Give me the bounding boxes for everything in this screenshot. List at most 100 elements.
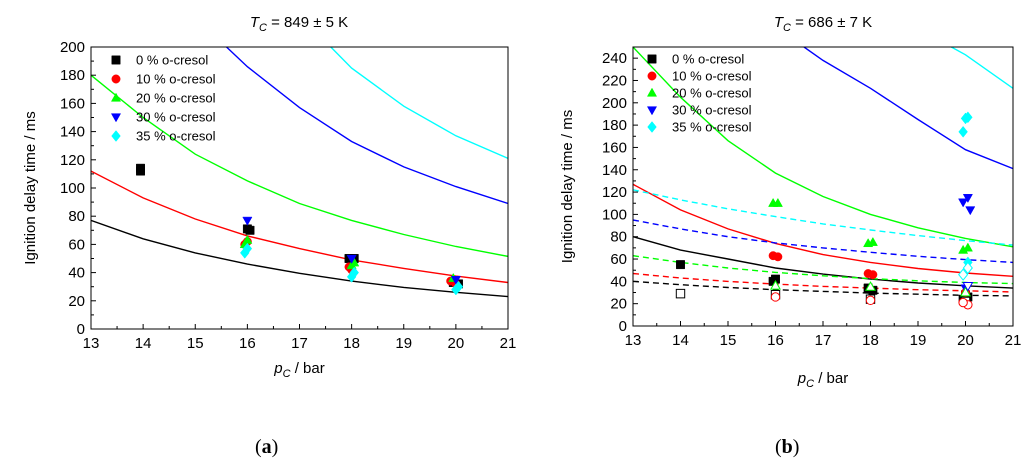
data-point: [676, 260, 685, 270]
legend-marker: [111, 55, 121, 65]
y-tick-label: 200: [60, 39, 85, 56]
dashed-curve-5: [633, 280, 1013, 297]
y-tick-label: 220: [602, 72, 627, 89]
data-point: [450, 276, 461, 285]
y-tick-label: 200: [602, 95, 627, 112]
plot-frame: [90, 46, 509, 330]
x-tick-label: 13: [625, 332, 642, 349]
series-9: [958, 261, 973, 281]
model-curve-0: [633, 236, 1013, 289]
x-tick-label: 16: [767, 332, 784, 349]
x-tick-label: 20: [448, 335, 465, 352]
panel-label: (a): [255, 436, 278, 458]
series-6: [770, 292, 973, 310]
data-point: [675, 288, 686, 299]
x-tick-label: 14: [135, 335, 152, 352]
model-curve-2: [91, 74, 508, 258]
data-point: [240, 247, 250, 259]
legend-marker: [111, 74, 121, 84]
x-tick-label: 20: [957, 332, 974, 349]
model-curve-3: [226, 47, 508, 205]
model-curve-4: [950, 47, 1013, 89]
legend-marker: [646, 87, 658, 97]
model-curves: [633, 47, 1013, 297]
x-tick-label: 15: [720, 332, 737, 349]
y-tick-label: 160: [602, 139, 627, 156]
x-tick-label: 18: [343, 335, 360, 352]
chart-panel-a: 13 14 15 16 17 18 19 20 21 0 20 40 60 80 100 120 140 160 1…: [22, 14, 516, 458]
data-point: [451, 283, 461, 296]
panel-label: (b): [775, 436, 799, 458]
y-tick-label: 20: [68, 293, 85, 310]
series-0: [676, 260, 973, 304]
data-point: [958, 268, 969, 281]
series-4: [958, 111, 973, 269]
x-axis-label: pC / bar: [273, 360, 324, 380]
data-point: [865, 281, 876, 291]
dashed-curve-7: [633, 255, 1013, 285]
chart-title: TC = 849 ± 5 K: [250, 14, 348, 34]
y-axis-label: Ignition delay time / ms: [22, 111, 39, 264]
y-tick-label: 80: [610, 229, 627, 246]
series-8: [962, 281, 974, 292]
x-tick-label: 14: [672, 332, 689, 349]
data-point: [346, 270, 357, 283]
data-point: [965, 206, 976, 216]
data-point: [963, 111, 973, 124]
y-tick-label: 0: [77, 321, 85, 338]
chart-panel-b: 13 14 15 16 17 18 19 20 21 0 20 40 60 80 100 120 140 160 1…: [559, 14, 1021, 458]
x-tick-label: 21: [1005, 332, 1022, 349]
x-tick-label: 19: [910, 332, 927, 349]
y-tick-label: 0: [619, 318, 627, 335]
data-point: [770, 279, 781, 290]
legend-label: 35 % o-cresol: [136, 129, 216, 144]
legend-label: 10 % o-cresol: [672, 69, 752, 84]
legend-label: 0 % o-cresol: [672, 52, 744, 67]
data-point: [958, 198, 969, 208]
y-tick-label: 100: [60, 180, 85, 197]
series-2: [768, 197, 973, 254]
y-tick-label: 140: [602, 162, 627, 179]
data-point: [962, 261, 973, 275]
data-point: [773, 252, 783, 262]
x-tick-label: 13: [83, 335, 100, 352]
x-tick-label: 15: [187, 335, 204, 352]
legend-label: 20 % o-cresol: [672, 86, 752, 101]
x-tick-label: 21: [500, 335, 517, 352]
data-point: [772, 197, 783, 207]
data-point: [960, 286, 971, 297]
data-point: [958, 125, 968, 138]
y-tick-label: 40: [610, 273, 627, 290]
model-curve-1: [91, 170, 508, 284]
data-point: [242, 216, 253, 226]
y-tick-label: 100: [602, 206, 627, 223]
dashed-curve-8: [633, 219, 1013, 264]
legend-label: 35 % o-cresol: [672, 120, 752, 135]
model-curve-2: [633, 47, 1013, 248]
legend-label: 20 % o-cresol: [136, 91, 216, 106]
series-3: [242, 216, 461, 285]
legend-marker: [647, 54, 657, 64]
y-axis-label: Ignition delay time / ms: [559, 110, 576, 263]
y-tick-label: 120: [60, 152, 85, 169]
legend-label: 30 % o-cresol: [136, 110, 216, 125]
data-point: [245, 225, 255, 235]
legend-marker: [111, 130, 121, 142]
model-curves: [91, 47, 508, 298]
chart-title: TC = 686 ± 7 K: [774, 14, 872, 34]
legend-marker: [646, 106, 658, 116]
y-tick-label: 20: [610, 296, 627, 313]
model-curve-0: [91, 219, 508, 298]
y-tick-label: 180: [60, 67, 85, 84]
x-tick-label: 16: [239, 335, 256, 352]
data-point: [770, 292, 781, 302]
data-point: [962, 194, 973, 203]
data-point: [136, 163, 145, 173]
legend-marker: [647, 71, 657, 81]
data-point: [868, 270, 878, 280]
dashed-curve-6: [633, 272, 1013, 293]
series-4: [240, 242, 464, 296]
model-curve-1: [633, 183, 1013, 277]
legend-label: 30 % o-cresol: [672, 103, 752, 118]
